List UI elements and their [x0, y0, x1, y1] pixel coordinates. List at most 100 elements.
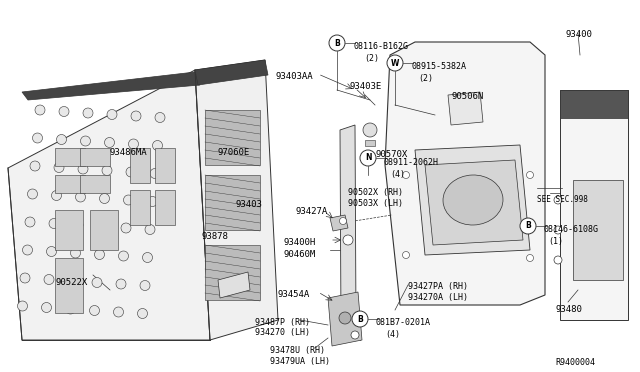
Circle shape [33, 133, 42, 143]
Text: 93479UA (LH): 93479UA (LH) [270, 357, 330, 366]
Circle shape [78, 164, 88, 174]
Text: B: B [334, 38, 340, 48]
Bar [90, 210, 118, 250]
Text: 93403: 93403 [235, 200, 262, 209]
Circle shape [107, 109, 117, 119]
Text: 90503X (LH): 90503X (LH) [348, 199, 403, 208]
Circle shape [99, 193, 109, 203]
Text: (2): (2) [364, 54, 379, 63]
Text: SEE SEC.998: SEE SEC.998 [537, 195, 588, 204]
Polygon shape [385, 42, 545, 305]
Circle shape [126, 167, 136, 177]
Circle shape [143, 253, 152, 263]
Circle shape [145, 224, 155, 234]
Circle shape [140, 280, 150, 291]
Bar [55, 175, 85, 193]
Text: 93487P (RH): 93487P (RH) [255, 318, 310, 327]
Circle shape [73, 220, 83, 230]
Text: 93400H: 93400H [283, 238, 316, 247]
Text: 08116-B162G: 08116-B162G [353, 42, 408, 51]
Circle shape [403, 171, 410, 179]
Text: 93454A: 93454A [277, 290, 309, 299]
Bar [55, 258, 83, 313]
Circle shape [352, 311, 368, 327]
Text: 93403AA: 93403AA [275, 72, 312, 81]
Circle shape [121, 223, 131, 233]
Circle shape [70, 248, 81, 258]
Bar [80, 148, 110, 166]
Circle shape [83, 108, 93, 118]
Circle shape [20, 273, 30, 283]
Circle shape [35, 105, 45, 115]
Text: 90570X: 90570X [375, 150, 407, 159]
Bar [573, 180, 623, 280]
Circle shape [152, 141, 163, 151]
Circle shape [403, 251, 410, 259]
Circle shape [56, 135, 67, 144]
Circle shape [102, 166, 112, 176]
Circle shape [360, 150, 376, 166]
Circle shape [150, 169, 160, 179]
Bar [130, 190, 150, 225]
Text: R9400004: R9400004 [555, 358, 595, 367]
Circle shape [129, 139, 138, 149]
Circle shape [363, 123, 377, 137]
Polygon shape [22, 72, 200, 100]
Polygon shape [195, 60, 278, 340]
Circle shape [554, 226, 562, 234]
Circle shape [527, 254, 534, 262]
Text: 934270A (LH): 934270A (LH) [408, 293, 468, 302]
Text: (4): (4) [385, 330, 400, 339]
Bar [205, 175, 260, 230]
Circle shape [343, 235, 353, 245]
Text: 934270 (LH): 934270 (LH) [255, 328, 310, 337]
Circle shape [42, 302, 51, 312]
Text: B: B [525, 221, 531, 231]
Text: 93403E: 93403E [350, 82, 382, 91]
Circle shape [47, 247, 56, 257]
Circle shape [76, 192, 86, 202]
Text: W: W [391, 58, 399, 67]
Text: 93486MA: 93486MA [110, 148, 148, 157]
Circle shape [25, 217, 35, 227]
Bar [155, 190, 175, 225]
Circle shape [113, 307, 124, 317]
Text: 93878: 93878 [202, 232, 229, 241]
Circle shape [155, 112, 165, 122]
Polygon shape [425, 160, 523, 245]
Text: N: N [365, 154, 371, 163]
Ellipse shape [443, 175, 503, 225]
Circle shape [104, 138, 115, 148]
Text: 90460M: 90460M [283, 250, 316, 259]
Circle shape [59, 106, 69, 116]
Circle shape [65, 304, 76, 314]
Text: 97060E: 97060E [218, 148, 250, 157]
Circle shape [116, 279, 126, 289]
Bar [55, 210, 83, 250]
Circle shape [118, 251, 129, 261]
Circle shape [49, 218, 59, 228]
Text: 90522X: 90522X [55, 278, 87, 287]
Polygon shape [328, 292, 362, 346]
Text: B: B [357, 314, 363, 324]
Circle shape [387, 55, 403, 71]
Bar [365, 140, 375, 146]
Bar [55, 148, 85, 166]
Bar [205, 245, 260, 300]
Circle shape [90, 305, 99, 315]
Text: (2): (2) [418, 74, 433, 83]
Circle shape [54, 163, 64, 173]
Bar [130, 148, 150, 183]
Circle shape [68, 276, 78, 286]
Polygon shape [330, 215, 348, 231]
Circle shape [527, 171, 534, 179]
Circle shape [131, 111, 141, 121]
Circle shape [339, 218, 346, 224]
Polygon shape [195, 60, 268, 85]
Circle shape [95, 250, 104, 260]
Circle shape [138, 308, 147, 318]
Circle shape [92, 278, 102, 288]
Text: 93427A: 93427A [295, 207, 327, 216]
Polygon shape [8, 70, 210, 340]
Circle shape [351, 331, 359, 339]
